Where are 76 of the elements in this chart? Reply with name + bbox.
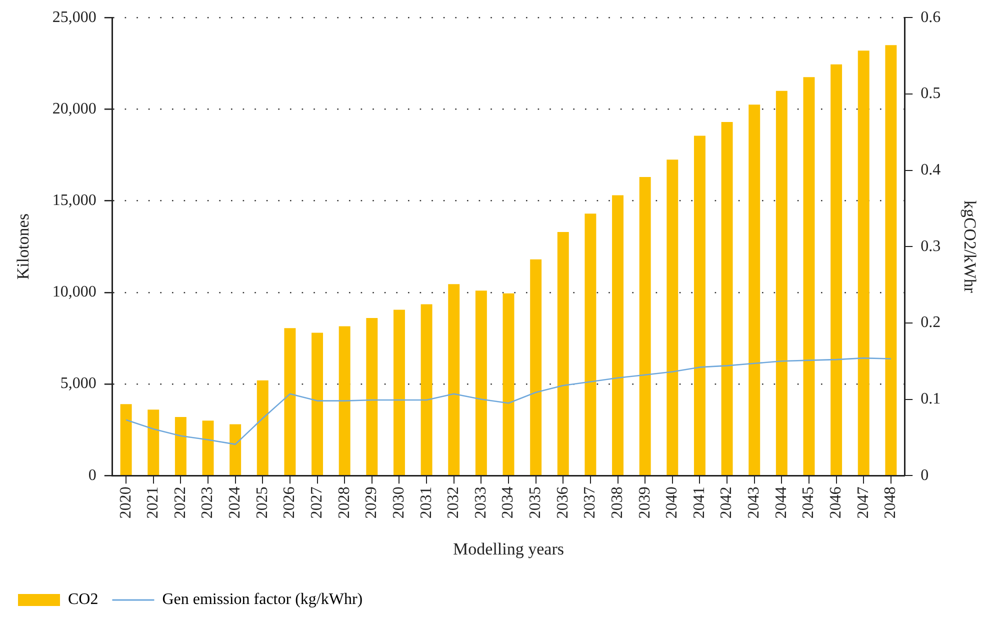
x-tick-label: 2048 (882, 486, 900, 519)
bar (174, 416, 186, 475)
x-tick-label: 2047 (854, 486, 872, 519)
y2-tick-label: 0.5 (920, 85, 941, 102)
y-tick-label: 0 (88, 466, 96, 484)
bar (612, 195, 624, 475)
y-tick-label: 5,000 (60, 375, 96, 392)
bar (366, 318, 378, 475)
bar (776, 90, 788, 475)
x-tick-label: 2038 (608, 486, 626, 519)
bar (120, 404, 132, 475)
bar (338, 326, 350, 475)
x-tick-label: 2028 (336, 486, 353, 519)
x-tick-label: 2025 (254, 486, 271, 519)
x-tick-label: 2032 (445, 486, 462, 519)
legend-label: CO2 (68, 591, 98, 608)
x-tick-label: 2027 (308, 486, 326, 519)
bar (202, 420, 214, 475)
x-tick-label: 2036 (554, 486, 572, 519)
bar (502, 293, 514, 475)
bar (666, 160, 678, 475)
x-tick-label: 2021 (144, 486, 162, 519)
bar (148, 410, 160, 475)
bar (830, 64, 842, 475)
x-tick-label: 2035 (527, 486, 544, 519)
bar (803, 77, 815, 475)
x-tick-label: 2046 (828, 486, 845, 519)
bar (420, 304, 432, 475)
x-tick-label: 2040 (664, 486, 681, 519)
x-tick-label: 2042 (718, 486, 736, 519)
y-tick-label: 10,000 (52, 284, 96, 301)
x-tick-label: 2023 (199, 486, 216, 519)
bar (557, 232, 569, 475)
x-tick-label: 2029 (363, 486, 380, 519)
bar (256, 380, 268, 475)
x-tick-label: 2022 (172, 486, 189, 519)
y2-tick-label: 0 (920, 466, 929, 484)
bar (230, 424, 242, 475)
x-tick-label: 2039 (636, 486, 654, 519)
bar (885, 45, 897, 475)
x-tick-label: 2044 (772, 486, 790, 519)
x-tick-label: 2041 (690, 486, 708, 519)
y-axis-title: Kilotones (14, 214, 33, 280)
y2-tick-label: 0.6 (920, 8, 941, 26)
x-tick-label: 2034 (500, 486, 517, 519)
y2-axis-title: kgCO2/kWhr (960, 200, 980, 294)
x-tick-label: 2030 (390, 486, 408, 519)
x-tick-label: 2033 (472, 486, 490, 519)
y2-tick-label: 0.3 (920, 238, 941, 255)
x-tick-label: 2045 (800, 486, 818, 519)
bar (530, 259, 542, 475)
bar (284, 328, 296, 475)
legend-label: Gen emission factor (kg/kWhr) (162, 591, 363, 608)
bar (694, 136, 706, 475)
bar (748, 104, 760, 475)
bar (584, 214, 596, 475)
x-tick-label: 2024 (226, 486, 244, 519)
y2-tick-label: 0.1 (920, 390, 941, 408)
bar (639, 176, 651, 475)
y-tick-label: 25,000 (52, 8, 96, 26)
y-tick-label: 15,000 (52, 192, 96, 210)
x-tick-label: 2031 (418, 486, 435, 519)
bar (448, 284, 460, 475)
y2-tick-label: 0.2 (920, 314, 941, 332)
bar (475, 290, 487, 475)
bar (858, 50, 870, 475)
x-tick-label: 2037 (582, 486, 599, 519)
x-tick-label: 2026 (281, 486, 298, 519)
x-axis-title: Modelling years (453, 539, 564, 558)
bar (312, 332, 324, 475)
x-tick-label: 2020 (117, 486, 134, 519)
bar (393, 310, 405, 475)
y2-tick-label: 0.4 (920, 161, 941, 178)
bar (721, 122, 733, 475)
x-tick-label: 2043 (746, 486, 763, 519)
y-tick-label: 20,000 (52, 100, 96, 118)
